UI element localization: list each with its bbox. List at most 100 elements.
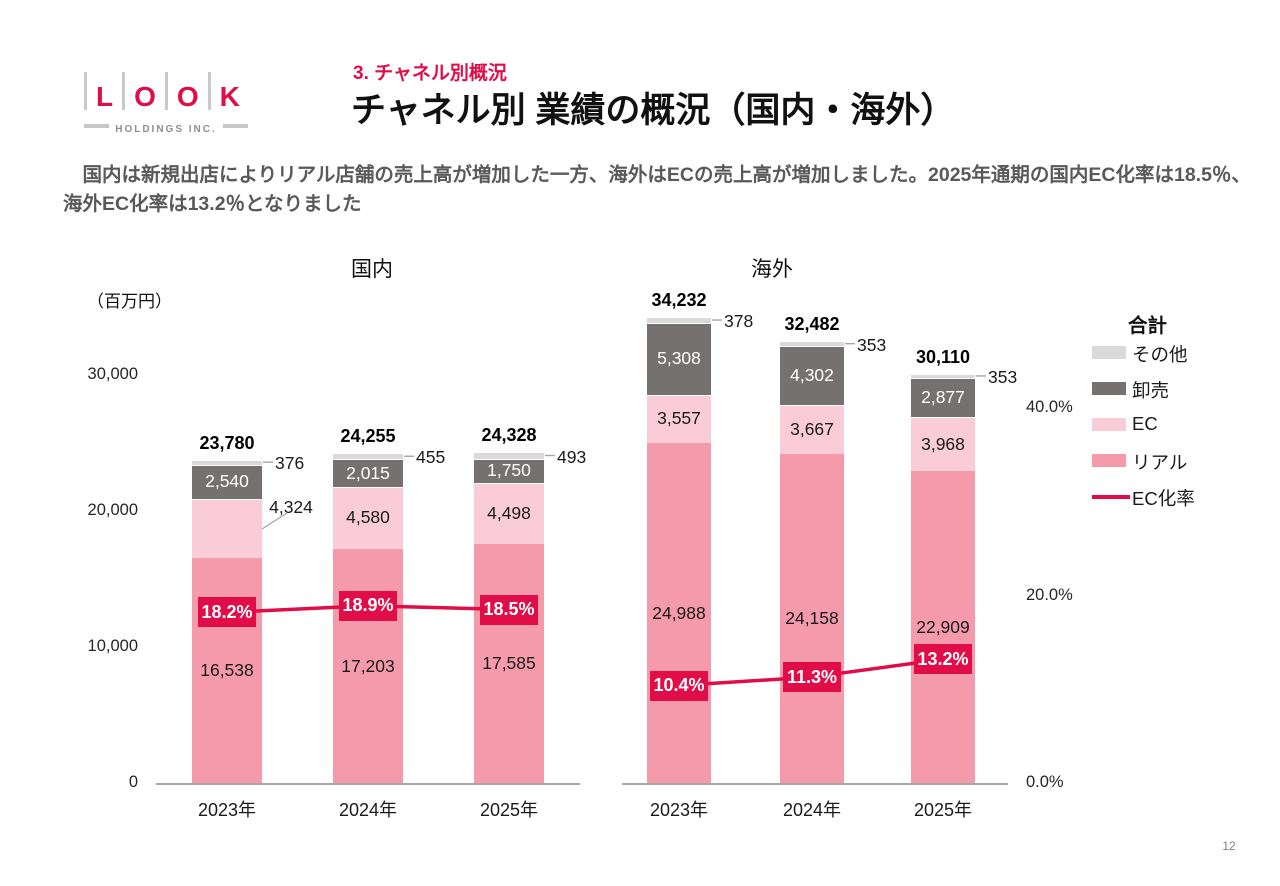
domestic-x-axis — [156, 783, 580, 785]
overseas-total-2025: 30,110 — [915, 346, 971, 367]
legend-swatch-ec — [1092, 418, 1126, 431]
domestic-label-2025-other: 493 — [557, 446, 587, 467]
legend-label-ec-ratio: EC化率 — [1132, 488, 1195, 509]
logo-letter: K — [219, 81, 240, 112]
overseas-xlabel-2023: 2023年 — [649, 800, 709, 820]
overseas-label-2023-ec: 3,557 — [657, 408, 701, 429]
overseas-y2tick-40: 40.0% — [1026, 398, 1073, 416]
overseas-bar-2024-real — [780, 454, 844, 783]
overseas-label-2023-wholesale: 5,308 — [657, 348, 701, 369]
page-title: チャネル別 業績の概況（国内・海外） — [351, 91, 956, 130]
domestic-unit-label: （百万円） — [87, 292, 172, 311]
logo-subtitle: HOLDINGS INC. — [84, 119, 248, 135]
domestic-xlabel-2025: 2025年 — [479, 800, 539, 820]
summary-text: 国内は新規出店によりリアル店舗の売上高が増加した一方、海外はECの売上高が増加し… — [63, 164, 1251, 216]
legend-swatch-ec-ratio — [1092, 495, 1130, 499]
domestic-label-2025-ec: 4,498 — [487, 502, 531, 523]
overseas-bar-2025-real — [911, 471, 975, 783]
overseas-bar-2023-wholesale — [647, 322, 711, 395]
domestic-bar-2023-real — [192, 558, 262, 783]
overseas-ec-ratio-box-2023: 10.4% — [650, 670, 708, 701]
domestic-bar-2024-ec — [333, 486, 403, 550]
domestic-chart-title: 国内 — [351, 258, 393, 281]
domestic-label-2023-other: 376 — [275, 453, 305, 474]
legend-swatch-wholesale — [1092, 382, 1126, 395]
overseas-bar-2024-wholesale — [780, 346, 844, 405]
overseas-bar-2025-ec — [911, 417, 975, 472]
overseas-bar-2023-ec — [647, 394, 711, 444]
domestic-ytick-30000: 30,000 — [87, 365, 138, 383]
overseas-label-2023-other: 378 — [724, 311, 754, 332]
overseas-chart-title: 海外 — [751, 258, 793, 281]
domestic-xlabel-2024: 2024年 — [338, 800, 398, 820]
domestic-bar-2024-real — [333, 549, 403, 783]
overseas-ec-ratio-box-2024: 11.3% — [783, 662, 841, 693]
domestic-total-2024: 24,255 — [340, 426, 396, 447]
overseas-label-2024-ec: 3,667 — [790, 419, 834, 439]
logo-letter: O — [134, 81, 156, 112]
overseas-label-2024-real: 24,158 — [785, 608, 839, 629]
legend-label-wholesale: 卸売 — [1132, 380, 1170, 401]
overseas-label-2024-wholesale: 4,302 — [790, 364, 834, 385]
overseas-y2tick-20: 20.0% — [1026, 585, 1073, 604]
overseas-label-2024-other: 353 — [857, 334, 887, 355]
legend-title: 合計 — [1128, 315, 1168, 337]
logo-separator-bar — [164, 72, 168, 110]
overseas-total-2023: 34,232 — [651, 290, 707, 311]
domestic-total-2025: 24,328 — [481, 425, 537, 446]
page-number: 12 — [1222, 839, 1236, 853]
domestic-label-2025-wholesale: 1,750 — [487, 460, 531, 481]
domestic-label-2024-real: 17,203 — [341, 655, 395, 676]
overseas-total-2024: 32,482 — [784, 314, 840, 335]
logo-separator-bar — [84, 72, 87, 110]
overseas-bar-2025-other — [911, 373, 975, 379]
domestic-bar-2025-other — [474, 452, 544, 459]
domestic-ec-ratio-box-2025: 18.5% — [480, 594, 538, 625]
domestic-ytick-20000: 20,000 — [87, 501, 138, 519]
domestic-ytick-0: 0 — [128, 773, 138, 791]
domestic-label-2023-ec: 4,324 — [269, 496, 313, 517]
overseas-label-2025-ec: 3,968 — [921, 433, 965, 454]
overseas-bar-2024-ec — [780, 404, 844, 455]
domestic-label-2023-real: 16,538 — [200, 660, 254, 681]
domestic-bar-2023-wholesale — [192, 464, 262, 500]
overseas-label-2023-real: 24,988 — [652, 602, 706, 623]
domestic-ec-ratio-box-2023: 18.2% — [198, 597, 256, 628]
domestic-label-2025-real: 17,585 — [482, 652, 536, 673]
overseas-bar-2023-real — [647, 443, 711, 783]
logo-letter: L — [96, 81, 114, 112]
logo-subtitle-text: HOLDINGS INC. — [109, 124, 223, 135]
domestic-bar-2024-other — [333, 453, 403, 460]
domestic-ytick-10000: 10,000 — [87, 637, 138, 655]
logo-separator-bar — [207, 72, 211, 110]
overseas-label-2025-other: 353 — [988, 366, 1018, 387]
domestic-bar-2024-wholesale — [333, 459, 403, 487]
domestic-bar-2025-ec — [474, 482, 544, 544]
legend-label-other: その他 — [1132, 344, 1188, 365]
legend-swatch-real — [1092, 454, 1126, 467]
domestic-ec-ratio-box-2024: 18.9% — [339, 590, 397, 621]
domestic-bar-2025-wholesale — [474, 458, 544, 483]
legend-label-real: リアル — [1132, 452, 1188, 473]
overseas-x-axis — [622, 783, 1008, 785]
overseas-label-2025-real: 22,909 — [916, 616, 970, 637]
legend-swatch-other — [1092, 346, 1126, 359]
domestic-label-2024-ec: 4,580 — [346, 507, 390, 528]
domestic-label-2023-wholesale: 2,540 — [205, 471, 249, 492]
legend-label-ec: EC — [1132, 413, 1158, 434]
domestic-xlabel-2023: 2023年 — [197, 800, 257, 820]
domestic-bar-2023-other — [192, 459, 262, 465]
overseas-xlabel-2025: 2025年 — [913, 800, 973, 820]
domestic-label-2024-wholesale: 2,015 — [346, 462, 390, 483]
section-label: 3. チャネル別概況 — [353, 63, 507, 84]
overseas-ec-ratio-box-2025: 13.2% — [914, 644, 972, 675]
domestic-label-2024-other: 455 — [416, 447, 446, 468]
overseas-y2tick-0: 0.0% — [1026, 773, 1064, 791]
domestic-total-2023: 23,780 — [199, 432, 255, 453]
overseas-bar-2023-other — [647, 317, 711, 323]
overseas-bar-2025-wholesale — [911, 378, 975, 418]
